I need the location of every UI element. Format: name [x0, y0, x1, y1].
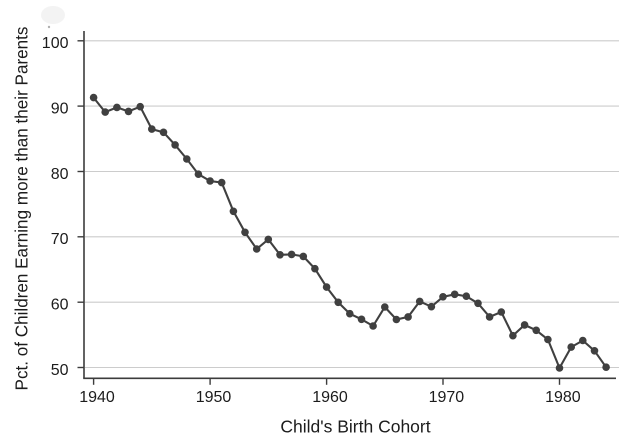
svg-text:1940: 1940	[79, 389, 115, 406]
svg-text:1970: 1970	[429, 389, 465, 406]
svg-text:70: 70	[51, 231, 69, 248]
svg-text:50: 50	[51, 362, 69, 379]
svg-text:1960: 1960	[312, 389, 348, 406]
svg-text:90: 90	[51, 100, 69, 117]
svg-text:100: 100	[42, 35, 69, 52]
svg-text:Pct. of Children Earning more: Pct. of Children Earning more than their…	[13, 27, 32, 391]
svg-text:1950: 1950	[196, 389, 232, 406]
svg-text:1980: 1980	[545, 389, 581, 406]
svg-text:80: 80	[51, 166, 69, 183]
svg-text:60: 60	[51, 297, 69, 314]
svg-text:Child's Birth Cohort: Child's Birth Cohort	[280, 417, 430, 437]
